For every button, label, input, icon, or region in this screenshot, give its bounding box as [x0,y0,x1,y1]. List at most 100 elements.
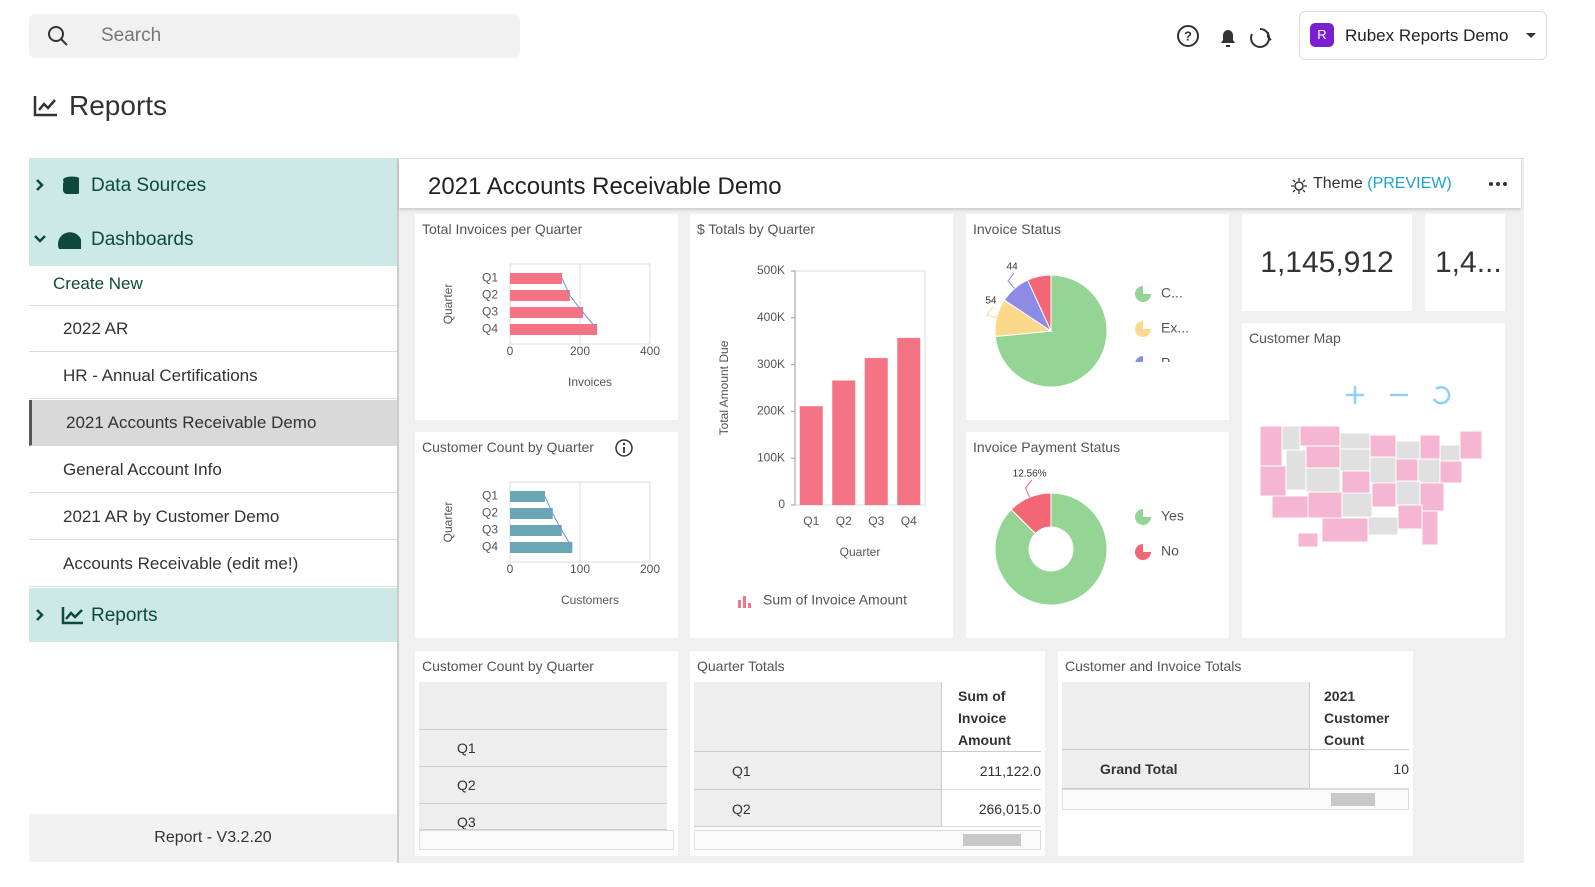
cell-text: 266,015.0 [978,801,1041,817]
x-tick-label: 200 [570,344,590,358]
bar [510,273,563,284]
kpi-value: 1,4... [1435,246,1502,279]
legend-label: Ex... [1161,320,1189,336]
sidebar-section[interactable]: Data Sources [29,158,397,212]
pie-slice [994,492,1108,606]
dashboard-label: 2021 Accounts Receivable Demo [66,413,317,432]
legend-swatch-cut [1143,321,1151,329]
version: Report - V3.2.20 [154,829,272,846]
scrollbar[interactable] [694,830,1041,850]
x-axis-label: Invoices [568,375,612,389]
dashboard-item[interactable]: HR - Annual Certifications [29,353,397,399]
bar [864,358,888,505]
table-card: Customer Count by Quarter Q1 Q2 Q3 [415,651,678,856]
y-axis-label: Quarter [441,284,455,325]
theme-button[interactable]: Theme (PREVIEW) [1313,175,1452,193]
dashboard-label: 2022 AR [63,319,129,338]
row-header: Q1 [419,730,667,767]
more-menu[interactable] [1489,181,1507,187]
y-tick-label: 200K [757,404,785,418]
create-new[interactable]: Create New [29,266,397,306]
legend-swatch [748,603,751,608]
x-axis-label: Quarter [840,545,881,559]
y-tick-label: 400K [757,310,785,324]
legend-icon [738,596,751,608]
help-icon[interactable] [1177,25,1199,47]
dashboard-item[interactable]: General Account Info [29,447,397,493]
chart-card: Invoice Status 54 44 C... Ex... P... [966,214,1229,420]
cell-text: 211,122.0 [979,763,1041,779]
cell: 10 [1309,750,1409,789]
cell-text: Q3 [457,814,476,830]
sidebar-section[interactable]: Reports [29,588,397,642]
chart-card: $ Totals by Quarter 0 100K 200K 300K 400K 500K… [690,214,953,638]
legend-swatch-cut [1143,286,1151,294]
pie-slice [1010,492,1052,535]
info-icon[interactable] [614,438,634,458]
dashboard-label: HR - Annual Certifications [63,366,258,385]
legend-label: C... [1161,285,1183,301]
dashboard-item[interactable]: 2022 AR [29,306,397,352]
cell: 266,015.0 [941,790,1041,827]
row-header: Q2 [419,767,667,804]
cell-text: Q1 [457,740,476,756]
map [1259,386,1483,548]
search-box[interactable]: Search [29,14,520,58]
create-new-label: Create New [53,274,143,293]
scrollbar[interactable] [419,830,674,850]
scrollbar[interactable] [1062,789,1409,810]
section-label: Data Sources [91,175,207,196]
bar [897,337,921,505]
table-card: Customer and Invoice Totals 2021 Custome… [1058,651,1413,856]
y-tick-label: Q2 [482,288,498,302]
table-header [694,682,941,752]
trendline [544,496,573,548]
x-tick-label: Q1 [803,514,819,528]
y-axis-label: Total Amount Due [717,340,731,435]
chart-card: Total Invoices per Quarter 0 200 400 Q1 Q2 Q3 Q… [415,214,678,420]
data-label: 44 [1007,262,1019,273]
bar [510,542,573,553]
table-header [1062,682,1309,750]
history-icon[interactable] [1250,27,1271,48]
cell-text: 2021 Customer Count [1324,688,1390,748]
dashboard-item[interactable]: 2021 Accounts Receivable Demo [29,400,397,446]
kpi-card: 1,145,912 [1242,214,1412,311]
chart-title: Invoice Status [973,221,1061,237]
dashboard-header: 2021 Accounts Receivable Demo Theme (PRE… [399,159,1521,208]
chart: 12.56% Yes No [994,469,1184,606]
dashboard-title: 2021 Accounts Receivable Demo [428,173,782,200]
theme-icon [1291,178,1307,194]
bar [510,324,598,335]
chart: 0 200 400 Q1 Q2 Q3 Q4 Invoices Quarter [441,263,660,389]
x-tick-label: 400 [640,344,660,358]
x-tick-label: Q3 [868,514,884,528]
dashboard-item[interactable]: 2021 AR by Customer Demo [29,494,397,540]
pie-slice [1027,274,1052,332]
x-tick-label: 200 [640,562,660,576]
section-label: Reports [91,605,158,626]
bar [510,491,545,502]
bell-icon[interactable] [1221,30,1235,47]
dashboard-item[interactable]: Accounts Receivable (edit me!) [29,541,397,587]
y-tick-label: Q4 [482,322,498,336]
account-menu[interactable]: R Rubex Reports Demo [1299,11,1547,60]
legend: C... Ex... P... [1135,285,1189,362]
y-tick-label: Q1 [482,489,498,503]
table-title: Quarter Totals [697,658,785,674]
reset-map[interactable] [1432,386,1451,405]
table-title: Customer Count by Quarter [422,658,594,674]
dashboard-label: 2021 AR by Customer Demo [63,507,280,526]
cell: 211,122.0 [941,752,1041,790]
sidebar-section[interactable]: Dashboards [29,212,397,266]
y-tick-label: Q3 [482,305,498,319]
cell-text: Q1 [732,763,751,779]
section-label: Dashboards [91,229,194,250]
row-header: Grand Total [1062,750,1309,789]
leader-line [1025,479,1033,498]
chart: 0 100 200 Q1 Q2 Q3 Q4 Customers Quarter [441,481,660,607]
bar [510,525,562,536]
legend: Yes No [1135,508,1184,560]
zoom-in[interactable] [1346,386,1364,404]
